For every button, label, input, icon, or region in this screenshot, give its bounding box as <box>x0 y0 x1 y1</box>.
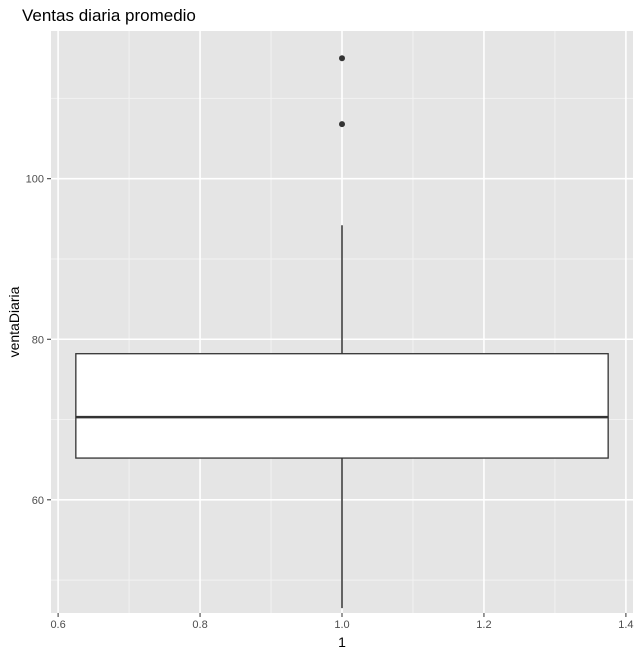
outlier-point <box>339 55 345 62</box>
x-tick-label: 0.6 <box>50 619 65 631</box>
outlier-point <box>339 121 345 128</box>
x-tick-label: 1.0 <box>334 619 349 631</box>
x-tick-label: 1.4 <box>618 619 633 631</box>
interquartile-box <box>75 353 609 459</box>
y-tick-label: 80 <box>32 334 44 346</box>
y-tick-label: 100 <box>26 174 44 186</box>
x-axis-title: 1 <box>338 634 346 650</box>
y-axis-ticks: 60 80 100 <box>26 174 51 507</box>
x-axis-ticks: 0.6 0.8 1.0 1.2 1.4 <box>50 613 634 631</box>
y-tick-label: 60 <box>32 495 44 507</box>
chart-title: Ventas diaria promedio <box>22 6 196 25</box>
boxplot <box>75 55 609 609</box>
x-tick-label: 0.8 <box>192 619 207 631</box>
outlier-points <box>339 55 345 128</box>
x-tick-label: 1.2 <box>476 619 491 631</box>
y-axis-title: ventaDiaria <box>6 286 22 357</box>
